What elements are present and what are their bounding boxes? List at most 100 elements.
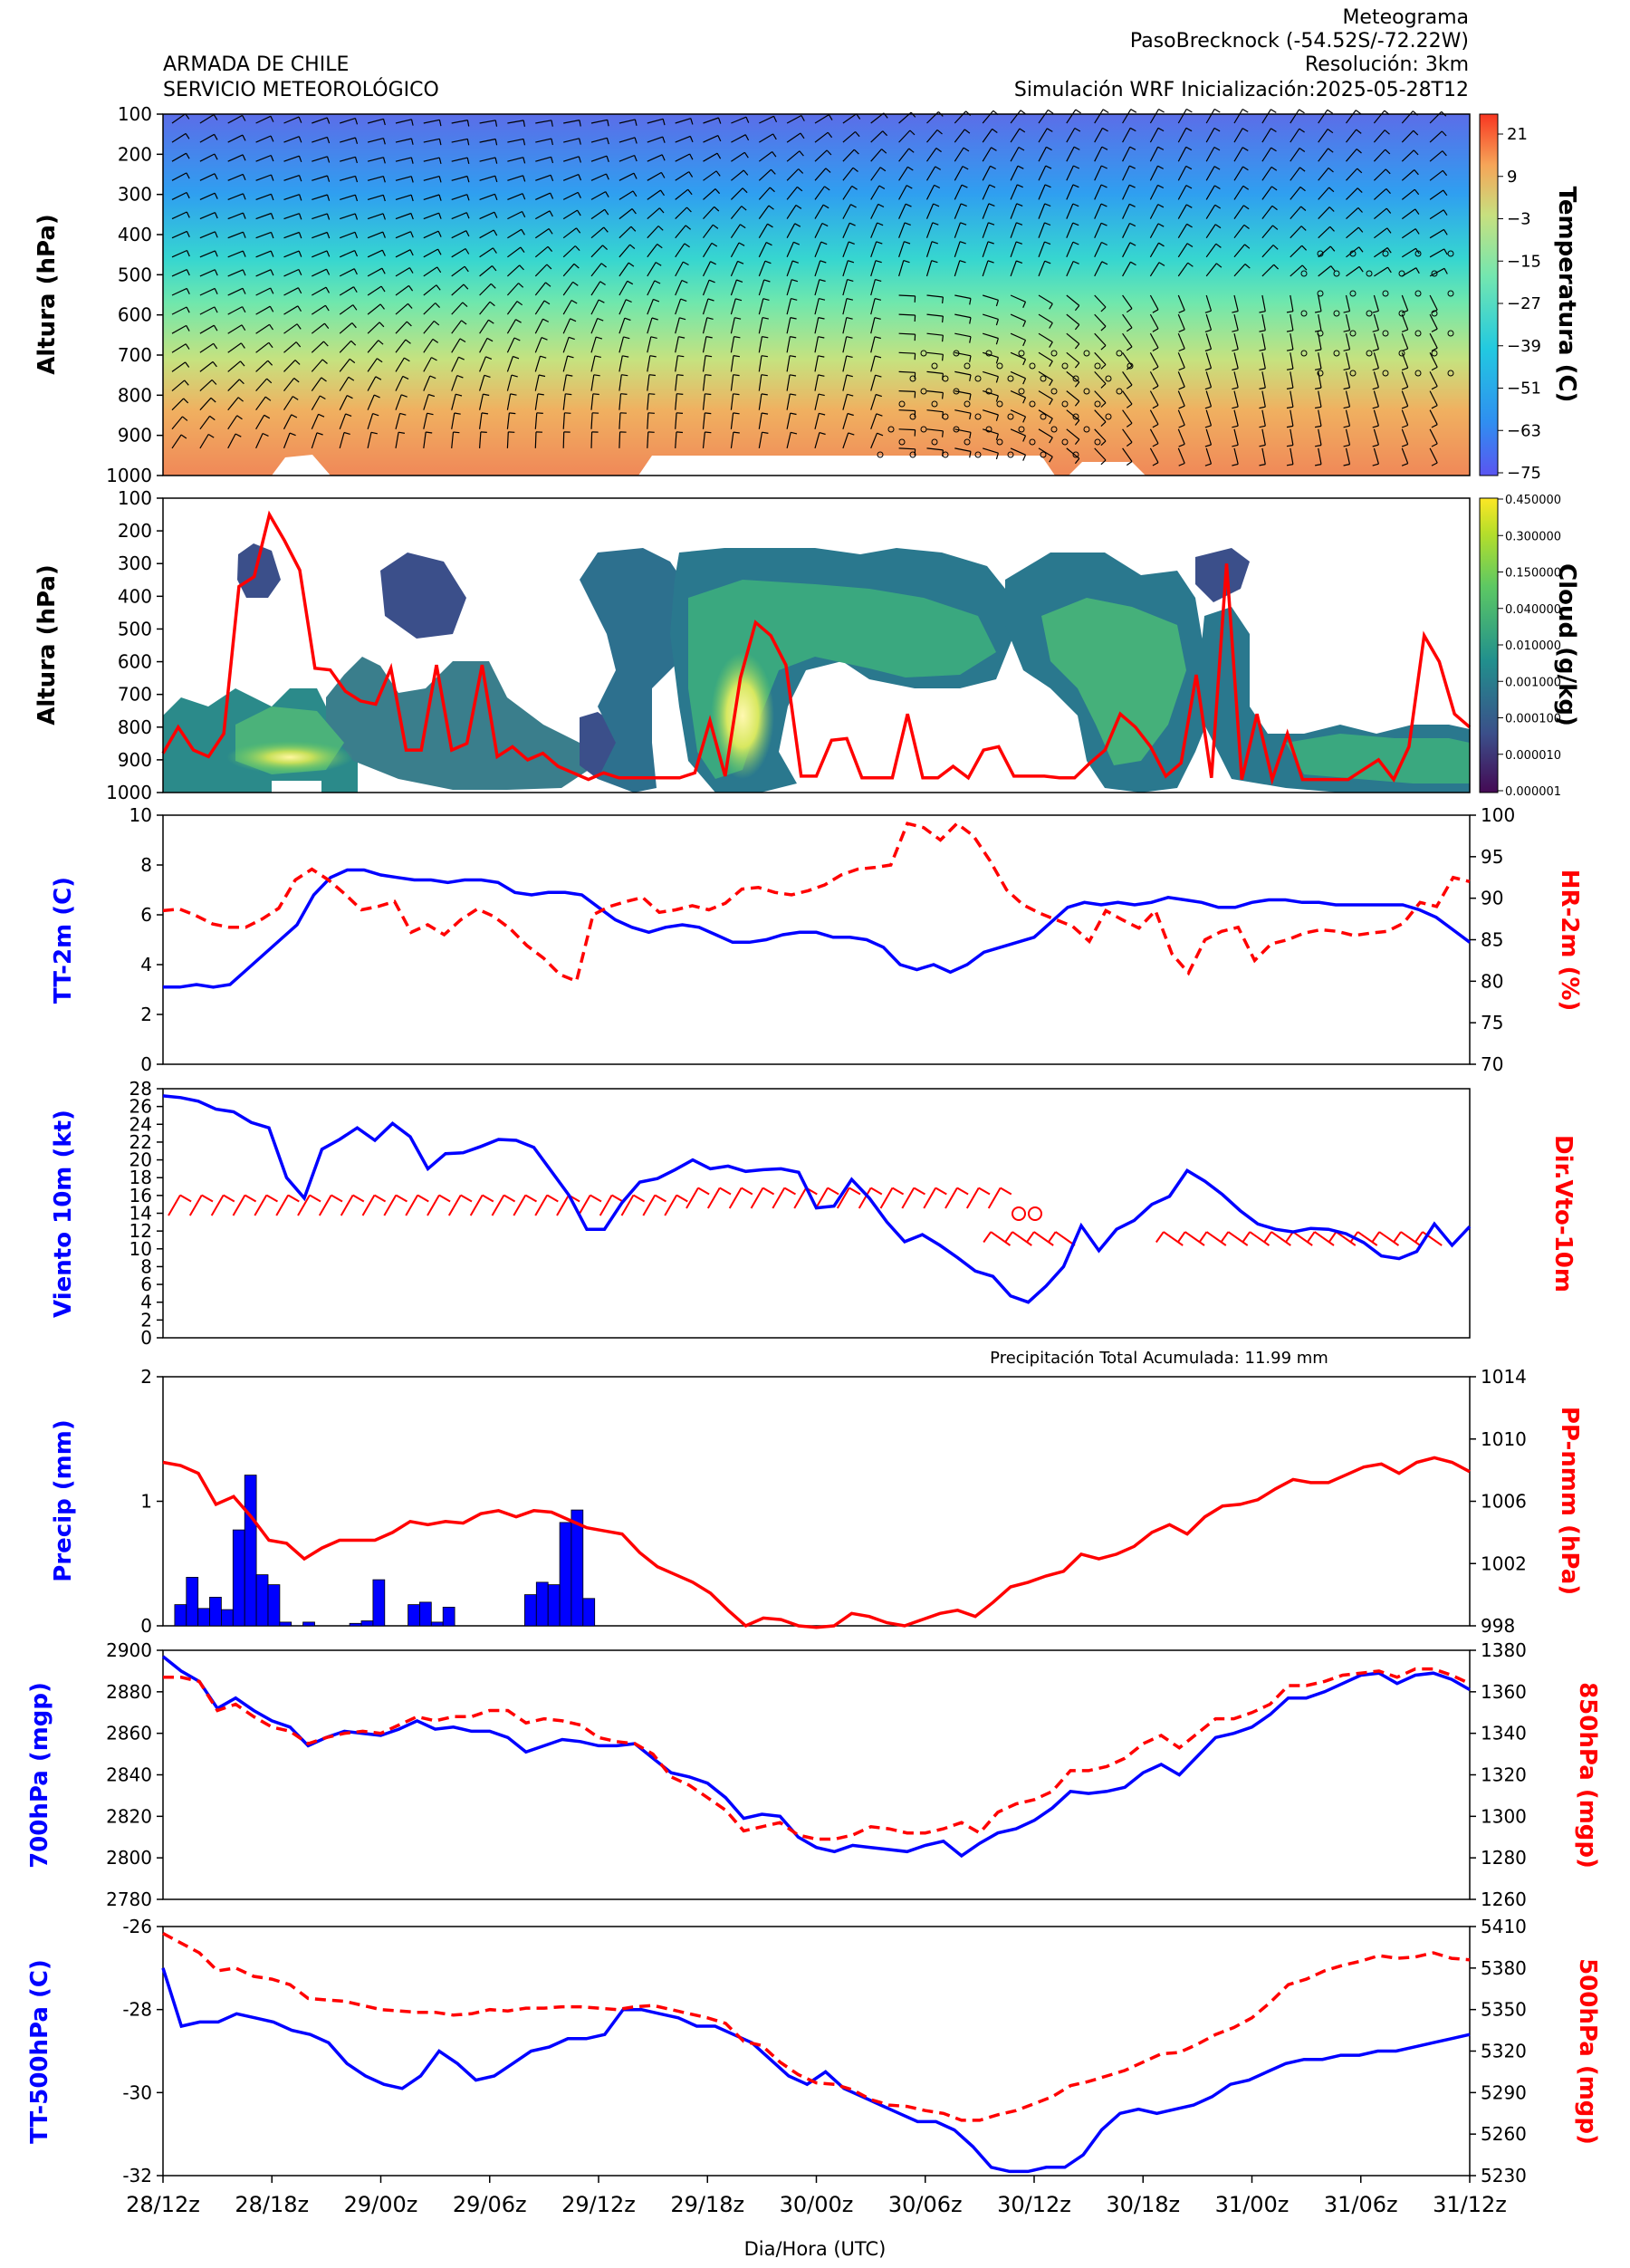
y2-tick-label: 1006 (1481, 1491, 1527, 1513)
wind-dir-barb-flag (461, 1196, 472, 1202)
wind-dir-barb-flag (612, 1196, 623, 1202)
colorbar-tick-label: 0.000010 (1505, 749, 1561, 763)
wind10m-frame (163, 1089, 1470, 1338)
x-tick-label: 30/18z (1106, 2192, 1180, 2217)
y-tick-label: 900 (118, 425, 152, 447)
colorbar-tick-label: 0.450000 (1505, 494, 1561, 507)
wind-dir-barb (752, 1188, 763, 1209)
y2-tick-label: 80 (1481, 970, 1503, 992)
wind-dir-barb-flag (1394, 1232, 1401, 1242)
wind-dir-barb-flag (1001, 1188, 1012, 1195)
y2-tick-label: 1300 (1481, 1805, 1527, 1827)
wind-dir-barb (967, 1188, 979, 1209)
x-tick-label: 29/00z (344, 2192, 418, 2217)
geop700-line (163, 1657, 1470, 1856)
y2-tick-label: 100 (1481, 804, 1515, 826)
y-tick-label: 100 (118, 487, 152, 509)
wind-barb-flag (943, 316, 944, 322)
y-tick-label: 28 (129, 1078, 152, 1100)
y-tick-label: 900 (118, 749, 152, 771)
wind-barb-flag (705, 375, 712, 376)
y-tick-label: 500 (118, 264, 152, 285)
temperature-colorbar-ticks: 219−3−15−27−39−51−63−75 (1498, 125, 1541, 483)
wind-dir-barb-flag (288, 1196, 299, 1202)
precip-bar (583, 1599, 595, 1626)
y2-tick-label: 1280 (1481, 1847, 1527, 1869)
y2-tick-label: 5350 (1481, 1999, 1527, 2021)
wind-dir-barb-flag (590, 1196, 601, 1202)
precip-bar (560, 1523, 571, 1626)
wind-dir-barb-flag (871, 1188, 882, 1195)
y-tick-label: 800 (118, 716, 152, 738)
wind-barb-flag (648, 394, 655, 395)
wind-barb-flag (649, 375, 656, 376)
cloud-colorbar-ticks: 0.4500000.3000000.1500000.0400000.010000… (1498, 494, 1561, 799)
wind-barb-flag (565, 394, 571, 395)
hr2m-line (163, 823, 1470, 981)
wind-dir-barb (686, 1188, 698, 1209)
wind-barb-flag (734, 394, 740, 395)
colorbar-tick-label: −51 (1507, 380, 1541, 399)
precip-bar (361, 1621, 373, 1627)
wind-dir-barb-flag (310, 1196, 321, 1202)
wind-dir-barb (471, 1196, 483, 1216)
x-tick-label: 30/12z (997, 2192, 1071, 2217)
wind-dir-barb-flag (331, 1196, 342, 1202)
wind-dir-barb-flag (720, 1188, 731, 1195)
y-tick-label: -32 (122, 2165, 152, 2186)
precip-bar (268, 1585, 280, 1626)
y-tick-label: 2800 (106, 1847, 152, 1869)
wind-barb-flag (943, 354, 944, 360)
x-tick-label: 30/00z (780, 2192, 854, 2217)
geop500-ylabel: 500hPa (mgp) (1574, 1958, 1601, 2145)
wind-dir-barb (406, 1196, 417, 1216)
x-axis-label: Dia/Hora (UTC) (744, 2238, 887, 2260)
wind-barb-flag (705, 394, 711, 395)
y-tick-label: 2 (140, 1004, 152, 1025)
y2-tick-label: 70 (1481, 1053, 1503, 1075)
wind-dir-barb (276, 1196, 288, 1216)
y-tick-label: 6 (140, 904, 152, 926)
wind-dir-barb (881, 1188, 893, 1209)
wind-dir-barb (254, 1196, 266, 1216)
header-right-line3: Resolución: 3km (1305, 53, 1469, 76)
y-tick-label: -28 (122, 1999, 152, 2021)
wind-barb-flag (648, 413, 655, 414)
wind-dir-barb-flag (1200, 1232, 1207, 1242)
y-tick-label: 2 (140, 1366, 152, 1388)
wind-barb-flag (1159, 110, 1165, 113)
wind-dir-barb-flag (935, 1188, 946, 1195)
wind-dir-barb (363, 1196, 375, 1216)
precip-bar (256, 1575, 268, 1626)
y2-tick-label: 1014 (1481, 1366, 1527, 1388)
wind-barb-flag (1186, 109, 1192, 112)
y-tick-label: 300 (118, 184, 152, 206)
y2-tick-label: 85 (1481, 929, 1503, 951)
wind-dir-barb-flag (245, 1196, 256, 1202)
wind-dir-barb (816, 1188, 828, 1209)
wind-barb-flag (1299, 110, 1305, 113)
pnmm-line (163, 1457, 1470, 1627)
precip-bar (210, 1597, 222, 1626)
colorbar-tick-label: −27 (1507, 294, 1541, 313)
wind-barb-flag (1328, 110, 1333, 113)
cloud-core-high (226, 741, 353, 774)
wind-barb-flag (943, 431, 944, 437)
x-tick-label: 29/06z (453, 2192, 527, 2217)
colorbar-tick-label: 0.000100 (1505, 713, 1561, 726)
wind-barb (563, 432, 564, 448)
precip-total-annotation: Precipitación Total Acumulada: 11.99 mm (990, 1349, 1328, 1368)
wind-barb (591, 432, 592, 448)
y-tick-label: 700 (118, 684, 152, 706)
wind-dir-barb (902, 1188, 914, 1209)
wind-dir-barb (945, 1188, 957, 1209)
wind10m-ylabel: Viento 10m (kt) (50, 1110, 77, 1318)
wind-dir-barb (794, 1188, 806, 1209)
wind-dir-barb-flag (1242, 1232, 1250, 1242)
